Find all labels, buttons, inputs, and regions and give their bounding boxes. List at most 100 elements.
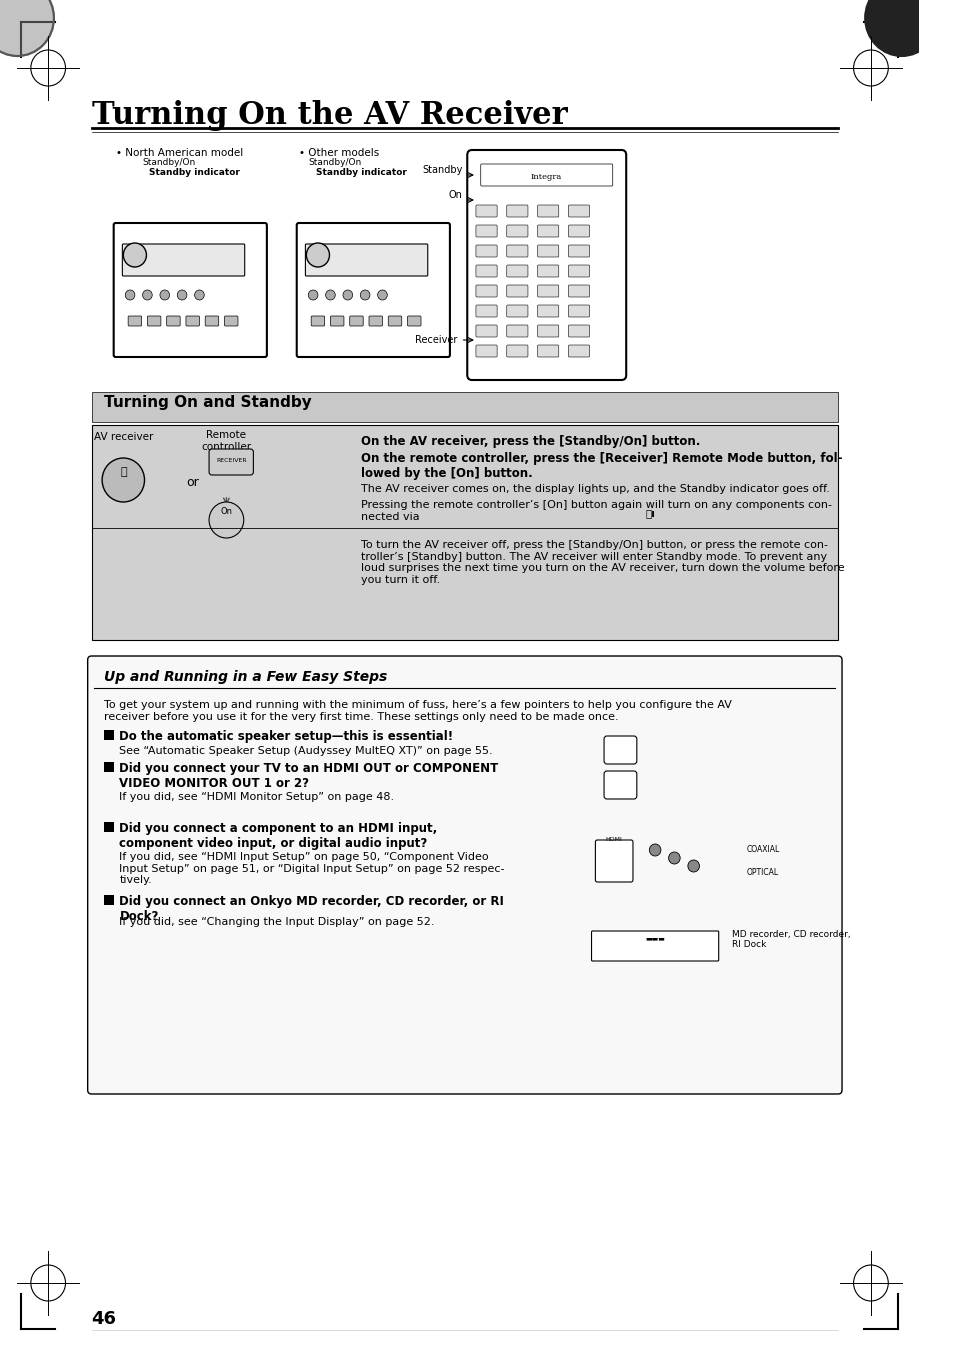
Text: To get your system up and running with the minimum of fuss, here’s a few pointer: To get your system up and running with t…	[104, 700, 731, 721]
Circle shape	[125, 290, 134, 300]
Text: Did you connect an Onkyo MD recorder, CD recorder, or RI
Dock?: Did you connect an Onkyo MD recorder, CD…	[119, 894, 504, 923]
FancyBboxPatch shape	[467, 150, 625, 380]
FancyBboxPatch shape	[122, 245, 245, 276]
FancyBboxPatch shape	[537, 226, 558, 236]
Text: Up and Running in a Few Easy Steps: Up and Running in a Few Easy Steps	[104, 670, 387, 684]
Text: Did you connect your TV to an HDMI OUT or COMPONENT
VIDEO MONITOR OUT 1 or 2?: Did you connect your TV to an HDMI OUT o…	[119, 762, 498, 790]
Text: • North American model: • North American model	[115, 149, 243, 158]
Text: To turn the AV receiver off, press the [Standby/On] button, or press the remote : To turn the AV receiver off, press the […	[361, 540, 844, 585]
FancyBboxPatch shape	[568, 285, 589, 297]
Text: Integra: Integra	[530, 173, 561, 181]
FancyBboxPatch shape	[476, 326, 497, 336]
Text: Did you connect a component to an HDMI input,
component video input, or digital : Did you connect a component to an HDMI i…	[119, 821, 437, 850]
Text: Pressing the remote controller’s [On] button again will turn on any components c: Pressing the remote controller’s [On] bu…	[361, 500, 831, 521]
FancyBboxPatch shape	[568, 345, 589, 357]
FancyBboxPatch shape	[476, 345, 497, 357]
Text: HDMI: HDMI	[604, 838, 621, 842]
Text: Receiver: Receiver	[415, 335, 457, 345]
FancyBboxPatch shape	[537, 326, 558, 336]
FancyBboxPatch shape	[330, 316, 344, 326]
Text: 46: 46	[91, 1310, 116, 1328]
Text: On: On	[220, 508, 233, 516]
Circle shape	[306, 243, 329, 267]
FancyBboxPatch shape	[476, 226, 497, 236]
FancyBboxPatch shape	[506, 326, 527, 336]
FancyBboxPatch shape	[568, 245, 589, 257]
Circle shape	[102, 458, 144, 503]
Text: On: On	[448, 190, 462, 200]
Circle shape	[649, 844, 660, 857]
FancyBboxPatch shape	[224, 316, 237, 326]
FancyBboxPatch shape	[104, 894, 113, 905]
FancyBboxPatch shape	[603, 736, 637, 765]
FancyBboxPatch shape	[369, 316, 382, 326]
FancyBboxPatch shape	[568, 265, 589, 277]
FancyBboxPatch shape	[568, 305, 589, 317]
Circle shape	[325, 290, 335, 300]
FancyBboxPatch shape	[506, 305, 527, 317]
Text: RECEIVER: RECEIVER	[215, 458, 246, 462]
FancyBboxPatch shape	[88, 657, 841, 1094]
Text: • Other models: • Other models	[298, 149, 378, 158]
Text: ▬▬▬: ▬▬▬	[644, 935, 664, 942]
Circle shape	[377, 290, 387, 300]
FancyBboxPatch shape	[476, 205, 497, 218]
Circle shape	[308, 290, 317, 300]
FancyBboxPatch shape	[480, 163, 612, 186]
FancyBboxPatch shape	[591, 931, 718, 961]
FancyBboxPatch shape	[167, 316, 180, 326]
Text: Do the automatic speaker setup—this is essential!: Do the automatic speaker setup—this is e…	[119, 730, 453, 743]
FancyBboxPatch shape	[296, 223, 450, 357]
FancyBboxPatch shape	[388, 316, 401, 326]
FancyBboxPatch shape	[91, 426, 838, 640]
Circle shape	[343, 290, 353, 300]
FancyBboxPatch shape	[568, 326, 589, 336]
FancyBboxPatch shape	[506, 245, 527, 257]
Text: COAXIAL: COAXIAL	[746, 844, 780, 854]
Text: MD recorder, CD recorder,
RI Dock: MD recorder, CD recorder, RI Dock	[732, 929, 850, 950]
Text: Remote
controller: Remote controller	[201, 430, 252, 451]
FancyBboxPatch shape	[476, 305, 497, 317]
FancyBboxPatch shape	[506, 285, 527, 297]
FancyBboxPatch shape	[506, 205, 527, 218]
FancyBboxPatch shape	[537, 285, 558, 297]
FancyBboxPatch shape	[104, 762, 113, 771]
FancyBboxPatch shape	[209, 449, 253, 476]
FancyBboxPatch shape	[91, 392, 838, 422]
FancyBboxPatch shape	[350, 316, 363, 326]
FancyBboxPatch shape	[506, 345, 527, 357]
FancyBboxPatch shape	[537, 305, 558, 317]
FancyBboxPatch shape	[537, 345, 558, 357]
Text: On the remote controller, press the [Receiver] Remote Mode button, fol-
lowed by: On the remote controller, press the [Rec…	[361, 453, 841, 480]
Text: AV receiver: AV receiver	[93, 432, 152, 442]
Circle shape	[160, 290, 170, 300]
Circle shape	[864, 0, 938, 55]
Circle shape	[123, 243, 147, 267]
Text: If you did, see “HDMI Monitor Setup” on page 48.: If you did, see “HDMI Monitor Setup” on …	[119, 792, 395, 802]
Text: On the AV receiver, press the [Standby/On] button.: On the AV receiver, press the [Standby/O…	[361, 435, 700, 449]
FancyBboxPatch shape	[186, 316, 199, 326]
FancyBboxPatch shape	[568, 205, 589, 218]
FancyBboxPatch shape	[148, 316, 161, 326]
Text: OPTICAL: OPTICAL	[746, 867, 778, 877]
Circle shape	[687, 861, 699, 871]
FancyBboxPatch shape	[128, 316, 141, 326]
Text: Standby indicator: Standby indicator	[315, 168, 406, 177]
Circle shape	[360, 290, 370, 300]
FancyBboxPatch shape	[476, 285, 497, 297]
Text: Standby: Standby	[421, 165, 462, 176]
Text: ␀: ␀	[120, 467, 127, 477]
FancyBboxPatch shape	[506, 265, 527, 277]
FancyBboxPatch shape	[104, 730, 113, 740]
FancyBboxPatch shape	[603, 771, 637, 798]
Text: Turning On the AV Receiver: Turning On the AV Receiver	[91, 100, 567, 131]
FancyBboxPatch shape	[305, 245, 427, 276]
FancyBboxPatch shape	[476, 265, 497, 277]
FancyBboxPatch shape	[476, 245, 497, 257]
Text: Standby/On: Standby/On	[308, 158, 361, 168]
Text: Standby/On: Standby/On	[142, 158, 195, 168]
Circle shape	[668, 852, 679, 865]
Text: The AV receiver comes on, the display lights up, and the Standby indicator goes : The AV receiver comes on, the display li…	[361, 484, 829, 494]
FancyBboxPatch shape	[537, 265, 558, 277]
FancyBboxPatch shape	[568, 226, 589, 236]
